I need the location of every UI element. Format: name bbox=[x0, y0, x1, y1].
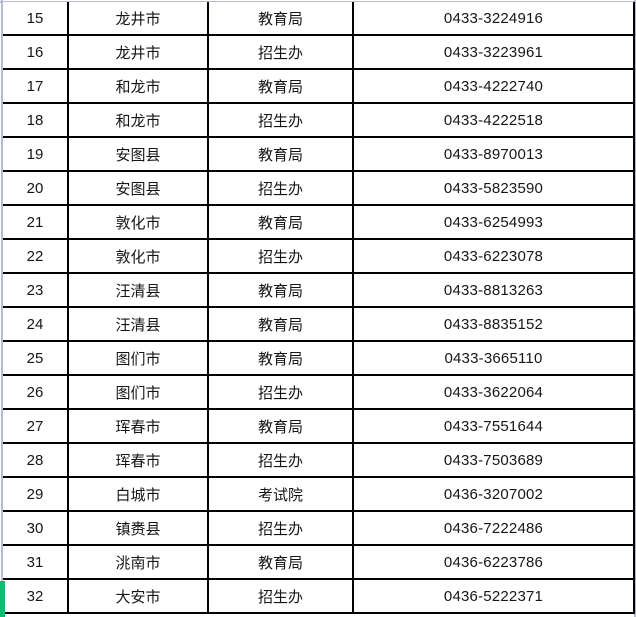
table-row: 22 敦化市 招生办 0433-6223078 bbox=[3, 238, 635, 274]
department-cell[interactable]: 招生办 bbox=[207, 510, 354, 546]
department-cell[interactable]: 招生办 bbox=[207, 442, 354, 478]
phone-cell[interactable]: 0433-7503689 bbox=[352, 442, 635, 478]
row-number-cell[interactable]: 27 bbox=[3, 408, 69, 444]
city-cell[interactable]: 汪清县 bbox=[67, 272, 209, 308]
table-row: 19 安图县 教育局 0433-8970013 bbox=[3, 136, 635, 172]
department-cell[interactable]: 考试院 bbox=[207, 476, 354, 512]
table-row: 32 大安市 招生办 0436-5222371 bbox=[3, 578, 635, 614]
city-cell[interactable]: 龙井市 bbox=[67, 34, 209, 70]
table-row: 27 珲春市 教育局 0433-7551644 bbox=[3, 408, 635, 444]
table-row: 30 镇赉县 招生办 0436-7222486 bbox=[3, 510, 635, 546]
row-number-cell[interactable]: 19 bbox=[3, 136, 69, 172]
table-row: 24 汪清县 教育局 0433-8835152 bbox=[3, 306, 635, 342]
city-cell[interactable]: 图们市 bbox=[67, 340, 209, 376]
department-cell[interactable]: 教育局 bbox=[207, 408, 354, 444]
row-number-cell[interactable]: 15 bbox=[3, 2, 69, 36]
row-number-cell[interactable]: 26 bbox=[3, 374, 69, 410]
gridline-left bbox=[1, 0, 3, 617]
phone-cell[interactable]: 0433-7551644 bbox=[352, 408, 635, 444]
row-number-cell[interactable]: 29 bbox=[3, 476, 69, 512]
phone-cell[interactable]: 0433-3224916 bbox=[352, 2, 635, 36]
city-cell[interactable]: 汪清县 bbox=[67, 306, 209, 342]
row-number-cell[interactable]: 25 bbox=[3, 340, 69, 376]
phone-cell[interactable]: 0436-3207002 bbox=[352, 476, 635, 512]
phone-cell[interactable]: 0436-7222486 bbox=[352, 510, 635, 546]
department-cell[interactable]: 招生办 bbox=[207, 578, 354, 614]
table-row: 28 珲春市 招生办 0433-7503689 bbox=[3, 442, 635, 478]
row-number-cell[interactable]: 17 bbox=[3, 68, 69, 104]
table-row: 17 和龙市 教育局 0433-4222740 bbox=[3, 68, 635, 104]
phone-cell[interactable]: 0436-5222371 bbox=[352, 578, 635, 614]
phone-cell[interactable]: 0433-3622064 bbox=[352, 374, 635, 410]
row-number-cell[interactable]: 24 bbox=[3, 306, 69, 342]
row-number-cell[interactable]: 20 bbox=[3, 170, 69, 206]
department-cell[interactable]: 教育局 bbox=[207, 306, 354, 342]
table-row: 29 白城市 考试院 0436-3207002 bbox=[3, 476, 635, 512]
table-row: 20 安图县 招生办 0433-5823590 bbox=[3, 170, 635, 206]
city-cell[interactable]: 龙井市 bbox=[67, 2, 209, 36]
row-number-cell[interactable]: 21 bbox=[3, 204, 69, 240]
table-body: 15 龙井市 教育局 0433-3224916 16 龙井市 招生办 0433-… bbox=[3, 2, 635, 614]
table-row: 23 汪清县 教育局 0433-8813263 bbox=[3, 272, 635, 308]
phone-cell[interactable]: 0433-3665110 bbox=[352, 340, 635, 376]
department-cell[interactable]: 教育局 bbox=[207, 2, 354, 36]
department-cell[interactable]: 招生办 bbox=[207, 102, 354, 138]
phone-cell[interactable]: 0433-6254993 bbox=[352, 204, 635, 240]
phone-cell[interactable]: 0433-8835152 bbox=[352, 306, 635, 342]
row-number-cell[interactable]: 18 bbox=[3, 102, 69, 138]
city-cell[interactable]: 珲春市 bbox=[67, 442, 209, 478]
city-cell[interactable]: 和龙市 bbox=[67, 68, 209, 104]
city-cell[interactable]: 安图县 bbox=[67, 136, 209, 172]
city-cell[interactable]: 镇赉县 bbox=[67, 510, 209, 546]
city-cell[interactable]: 珲春市 bbox=[67, 408, 209, 444]
row-number-cell[interactable]: 16 bbox=[3, 34, 69, 70]
city-cell[interactable]: 敦化市 bbox=[67, 204, 209, 240]
table-row: 25 图们市 教育局 0433-3665110 bbox=[3, 340, 635, 376]
city-cell[interactable]: 和龙市 bbox=[67, 102, 209, 138]
city-cell[interactable]: 敦化市 bbox=[67, 238, 209, 274]
row-number-cell[interactable]: 31 bbox=[3, 544, 69, 580]
gridline-right bbox=[634, 0, 636, 617]
city-cell[interactable]: 大安市 bbox=[67, 578, 209, 614]
department-cell[interactable]: 招生办 bbox=[207, 34, 354, 70]
table-row: 31 洮南市 教育局 0436-6223786 bbox=[3, 544, 635, 580]
phone-cell[interactable]: 0433-6223078 bbox=[352, 238, 635, 274]
phone-cell[interactable]: 0433-3223961 bbox=[352, 34, 635, 70]
phone-cell[interactable]: 0433-8970013 bbox=[352, 136, 635, 172]
department-cell[interactable]: 招生办 bbox=[207, 238, 354, 274]
department-cell[interactable]: 教育局 bbox=[207, 136, 354, 172]
city-cell[interactable]: 安图县 bbox=[67, 170, 209, 206]
contact-table: 15 龙井市 教育局 0433-3224916 16 龙井市 招生办 0433-… bbox=[3, 2, 635, 614]
row-number-cell[interactable]: 28 bbox=[3, 442, 69, 478]
row-number-cell[interactable]: 23 bbox=[3, 272, 69, 308]
table-row: 15 龙井市 教育局 0433-3224916 bbox=[3, 2, 635, 36]
table-row: 26 图们市 招生办 0433-3622064 bbox=[3, 374, 635, 410]
department-cell[interactable]: 招生办 bbox=[207, 170, 354, 206]
phone-cell[interactable]: 0433-5823590 bbox=[352, 170, 635, 206]
department-cell[interactable]: 教育局 bbox=[207, 68, 354, 104]
city-cell[interactable]: 洮南市 bbox=[67, 544, 209, 580]
department-cell[interactable]: 教育局 bbox=[207, 340, 354, 376]
table-row: 21 敦化市 教育局 0433-6254993 bbox=[3, 204, 635, 240]
phone-cell[interactable]: 0436-6223786 bbox=[352, 544, 635, 580]
department-cell[interactable]: 教育局 bbox=[207, 272, 354, 308]
table-row: 18 和龙市 招生办 0433-4222518 bbox=[3, 102, 635, 138]
selection-indicator bbox=[0, 581, 5, 617]
phone-cell[interactable]: 0433-4222518 bbox=[352, 102, 635, 138]
city-cell[interactable]: 图们市 bbox=[67, 374, 209, 410]
department-cell[interactable]: 教育局 bbox=[207, 204, 354, 240]
phone-cell[interactable]: 0433-8813263 bbox=[352, 272, 635, 308]
row-number-cell[interactable]: 30 bbox=[3, 510, 69, 546]
row-number-cell[interactable]: 22 bbox=[3, 238, 69, 274]
row-number-cell[interactable]: 32 bbox=[3, 578, 69, 614]
department-cell[interactable]: 招生办 bbox=[207, 374, 354, 410]
city-cell[interactable]: 白城市 bbox=[67, 476, 209, 512]
table-row: 16 龙井市 招生办 0433-3223961 bbox=[3, 34, 635, 70]
phone-cell[interactable]: 0433-4222740 bbox=[352, 68, 635, 104]
department-cell[interactable]: 教育局 bbox=[207, 544, 354, 580]
